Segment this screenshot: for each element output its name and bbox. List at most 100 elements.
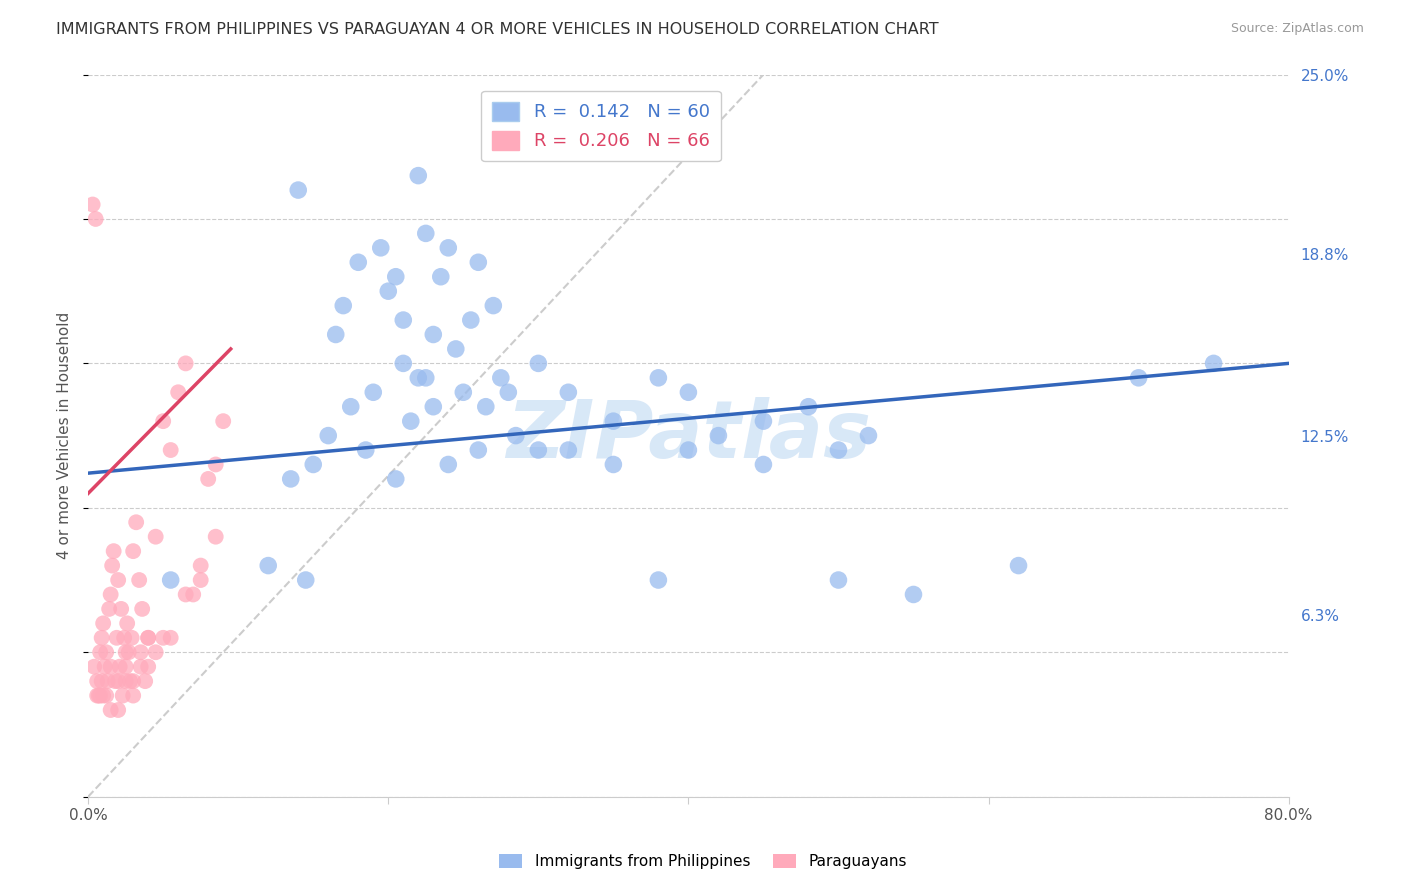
Point (120, 674, 142, 689)
Point (797, 400, 820, 414)
Point (103, 544, 125, 558)
Point (136, 631, 159, 645)
Point (1128, 371, 1150, 385)
Point (181, 587, 204, 601)
Point (91, 616, 114, 631)
Point (212, 414, 235, 428)
Point (339, 400, 361, 414)
Point (152, 414, 174, 428)
Point (96, 689, 118, 703)
Point (122, 689, 145, 703)
Point (131, 602, 153, 616)
Point (122, 674, 145, 689)
Point (145, 645, 167, 659)
Point (134, 674, 156, 689)
Point (83, 659, 105, 673)
Point (370, 241, 392, 255)
Point (174, 587, 197, 601)
Point (159, 573, 181, 587)
Point (384, 472, 406, 486)
Point (392, 313, 415, 327)
Point (399, 414, 422, 428)
Point (89, 689, 111, 703)
Point (204, 458, 226, 472)
Point (903, 587, 925, 601)
Point (159, 631, 181, 645)
Point (82, 197, 104, 211)
Point (107, 703, 129, 717)
Point (316, 428, 339, 442)
Point (392, 356, 415, 370)
Point (114, 659, 136, 673)
Y-axis label: 4 or more Vehicles in Household: 4 or more Vehicles in Household (58, 312, 72, 559)
Point (90, 631, 112, 645)
Point (489, 371, 512, 385)
Point (96, 645, 118, 659)
Point (858, 428, 880, 442)
Point (128, 573, 150, 587)
Point (707, 428, 730, 442)
Point (1007, 558, 1029, 573)
Point (100, 659, 122, 673)
Point (827, 573, 849, 587)
Point (114, 674, 136, 689)
Point (98, 602, 121, 616)
Legend: Immigrants from Philippines, Paraguayans: Immigrants from Philippines, Paraguayans (494, 848, 912, 875)
Point (527, 356, 550, 370)
Point (408, 169, 430, 183)
Point (118, 645, 141, 659)
Point (121, 631, 143, 645)
Point (100, 703, 122, 717)
Point (114, 645, 136, 659)
Point (105, 631, 128, 645)
Point (752, 414, 775, 428)
Point (557, 443, 579, 458)
Point (467, 443, 489, 458)
Point (827, 443, 849, 458)
Point (115, 616, 138, 631)
Point (444, 342, 467, 356)
Point (145, 530, 167, 544)
Legend: R =  0.142   N = 60, R =  0.206   N = 66: R = 0.142 N = 60, R = 0.206 N = 66 (481, 91, 720, 161)
Point (415, 371, 437, 385)
Text: ZIPatlas: ZIPatlas (506, 397, 870, 475)
Point (377, 284, 399, 298)
Point (527, 443, 550, 458)
Point (647, 573, 669, 587)
Point (197, 472, 219, 486)
Point (125, 515, 148, 529)
Point (174, 356, 197, 370)
Point (408, 371, 430, 385)
Point (91, 689, 114, 703)
Point (280, 472, 302, 486)
Point (257, 558, 280, 573)
Text: IMMIGRANTS FROM PHILIPPINES VS PARAGUAYAN 4 OR MORE VEHICLES IN HOUSEHOLD CORREL: IMMIGRANTS FROM PHILIPPINES VS PARAGUAYA… (56, 22, 939, 37)
Point (84, 211, 107, 226)
Point (557, 385, 579, 400)
Point (460, 313, 482, 327)
Point (678, 385, 700, 400)
Point (112, 631, 135, 645)
Text: Source: ZipAtlas.com: Source: ZipAtlas.com (1230, 22, 1364, 36)
Point (159, 443, 181, 458)
Point (332, 299, 354, 313)
Point (475, 400, 498, 414)
Point (498, 385, 520, 400)
Point (107, 674, 129, 689)
Point (122, 544, 145, 558)
Point (129, 659, 152, 673)
Point (415, 227, 437, 241)
Point (167, 385, 190, 400)
Point (467, 255, 489, 269)
Point (302, 458, 325, 472)
Point (453, 385, 475, 400)
Point (101, 558, 124, 573)
Point (152, 631, 174, 645)
Point (136, 659, 159, 673)
Point (602, 458, 624, 472)
Point (430, 269, 453, 284)
Point (107, 573, 129, 587)
Point (752, 458, 775, 472)
Point (136, 631, 159, 645)
Point (422, 400, 444, 414)
